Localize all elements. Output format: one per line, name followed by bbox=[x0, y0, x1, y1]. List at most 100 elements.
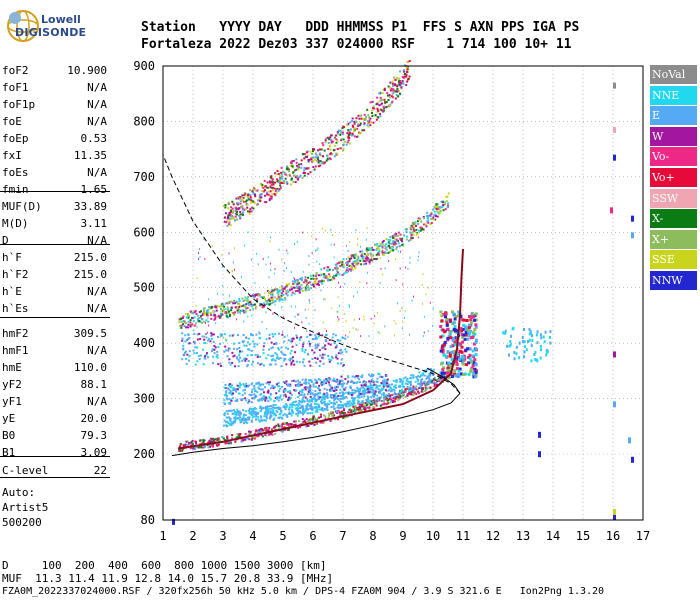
echo-dot bbox=[259, 355, 262, 358]
echo-dot bbox=[253, 415, 256, 418]
echo-dot bbox=[428, 372, 431, 375]
echo-dot bbox=[255, 429, 258, 432]
echo-dot bbox=[325, 391, 328, 394]
echo-dot bbox=[289, 392, 292, 395]
echo-dot bbox=[358, 391, 361, 394]
echo-dot bbox=[223, 402, 226, 405]
echo-dot bbox=[245, 303, 248, 306]
echo-dot bbox=[280, 286, 283, 289]
echo-dot bbox=[232, 342, 235, 345]
echo-dot bbox=[406, 71, 409, 74]
echo-dot bbox=[278, 416, 281, 419]
echo-dot bbox=[346, 375, 349, 378]
echo-dot bbox=[352, 255, 355, 258]
echo-dot bbox=[230, 392, 233, 395]
echo-dot bbox=[219, 333, 222, 336]
echo-dot bbox=[285, 174, 288, 177]
echo-dot bbox=[386, 382, 389, 385]
echo-dot bbox=[258, 302, 260, 305]
echo-dot bbox=[429, 368, 432, 371]
echo-dot bbox=[419, 385, 422, 388]
echo-dot bbox=[327, 354, 330, 357]
param-row: h`E N/A bbox=[2, 283, 107, 300]
echo-dot bbox=[365, 259, 368, 262]
echo-dot bbox=[251, 413, 254, 416]
echo-dot bbox=[350, 265, 353, 268]
echo-dot bbox=[317, 149, 320, 152]
echo-dot bbox=[307, 281, 310, 284]
echo-dot bbox=[185, 362, 188, 365]
echo-dot bbox=[392, 89, 395, 92]
echo-dot bbox=[423, 374, 426, 377]
echo-dot bbox=[370, 400, 373, 403]
echo-dot bbox=[506, 344, 509, 348]
echo-dot bbox=[460, 329, 464, 333]
echo-dot bbox=[394, 97, 397, 100]
echo-dot bbox=[370, 403, 373, 406]
echo-dot bbox=[340, 375, 343, 378]
echo-dot bbox=[314, 397, 317, 400]
echo-dot bbox=[316, 157, 319, 160]
echo-dot bbox=[356, 389, 359, 392]
echo-dot bbox=[324, 327, 326, 330]
echo-dot bbox=[398, 378, 401, 381]
echo-dot bbox=[544, 330, 547, 334]
echo-dot bbox=[466, 337, 470, 341]
echo-dot bbox=[241, 398, 244, 401]
param-label: h`Es bbox=[2, 302, 29, 315]
echo-dot bbox=[236, 218, 239, 221]
echo-dot bbox=[224, 308, 227, 311]
echo-dot bbox=[327, 416, 330, 419]
echo-dot bbox=[208, 298, 210, 301]
echo-dot bbox=[468, 357, 472, 361]
echo-dot bbox=[364, 409, 367, 412]
echo-dot bbox=[277, 399, 280, 402]
echo-dot bbox=[271, 178, 274, 181]
echo-dot bbox=[229, 214, 232, 217]
echo-dot bbox=[521, 340, 524, 344]
echo-dot bbox=[298, 337, 301, 340]
echo-dot bbox=[403, 245, 405, 248]
echo-dot bbox=[509, 343, 512, 347]
echo-dot bbox=[445, 196, 448, 199]
echo-dot bbox=[410, 389, 413, 392]
echo-dot bbox=[212, 439, 215, 442]
echo-dot bbox=[183, 325, 186, 328]
echo-dot bbox=[368, 402, 371, 405]
echo-dot bbox=[373, 107, 376, 110]
echo-dot bbox=[301, 418, 304, 421]
echo-dot bbox=[188, 355, 191, 358]
echo-dot bbox=[392, 243, 395, 246]
echo-dot bbox=[356, 127, 359, 130]
echo-dot bbox=[337, 352, 340, 355]
echo-dot bbox=[202, 446, 205, 449]
echo-dot bbox=[270, 290, 273, 293]
echo-scatter bbox=[172, 60, 634, 525]
echo-dot bbox=[258, 399, 261, 402]
echo-dot bbox=[267, 411, 270, 414]
echo-dot bbox=[288, 425, 291, 428]
echo-dot bbox=[257, 386, 260, 389]
echo-dot bbox=[240, 305, 243, 308]
echo-dot bbox=[319, 415, 322, 418]
x-tick-label: 5 bbox=[279, 529, 286, 543]
echo-dot bbox=[188, 337, 191, 340]
echo-dot bbox=[418, 229, 421, 232]
echo-dot bbox=[280, 166, 283, 169]
echo-dot bbox=[260, 408, 263, 411]
echo-dot bbox=[260, 406, 263, 409]
echo-dot bbox=[269, 398, 272, 401]
echo-dot bbox=[309, 391, 312, 394]
echo-dot bbox=[279, 357, 282, 360]
echo-dot bbox=[203, 338, 206, 341]
echo-dot bbox=[243, 311, 246, 314]
echo-dot bbox=[405, 231, 408, 234]
echo-dot bbox=[361, 129, 364, 132]
echo-dot bbox=[265, 414, 268, 417]
echo-dot bbox=[259, 199, 262, 202]
echo-dot bbox=[194, 309, 197, 312]
echo-dot bbox=[232, 387, 235, 390]
echo-dot bbox=[401, 307, 403, 310]
echo-dot bbox=[249, 413, 252, 416]
echo-dot bbox=[248, 343, 251, 346]
